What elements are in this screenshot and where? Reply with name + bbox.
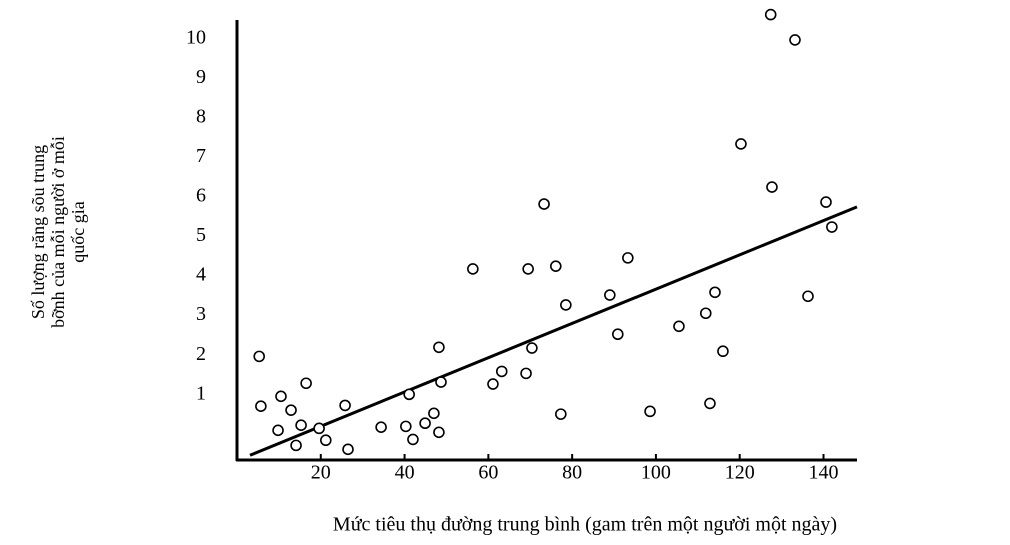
point [538,198,550,210]
y-tick-label: 3 [196,303,206,325]
point [295,419,307,431]
x-tick-label: 140 [808,462,838,484]
point [717,345,729,358]
point [789,34,801,46]
y-tick-label: 7 [196,145,206,167]
point [704,397,716,410]
point [467,263,479,275]
x-tick-label: 20 [311,462,331,484]
x-tick-label: 40 [395,462,415,484]
point [272,424,284,437]
y-tick-label: 8 [196,105,206,127]
point [549,260,562,272]
x-tick-label: 60 [478,462,498,484]
y-axis-label-line: bỡnh của mỗi người ở mỗi [48,136,68,328]
point [300,377,312,390]
point [735,138,747,150]
y-axis-label-line: Số lượng răng sõu trung [28,145,48,319]
point [826,221,838,233]
x-axis-label: Mức tiêu thụ đường trung bình (gam trên … [333,514,837,536]
point [313,422,325,435]
y-tick-label: 9 [196,66,206,88]
point [520,367,532,380]
point [522,263,534,275]
x-tick-label: 100 [641,462,671,484]
point [699,307,712,320]
point [435,376,447,388]
point [764,8,777,21]
point [526,342,538,354]
point [433,341,445,354]
point [766,181,778,193]
y-tick-label: 10 [186,26,206,48]
point [560,299,572,311]
y-axis-label: Số lượng răng sõu trung bỡnh của mỗi ngư… [28,136,88,328]
y-tick-label: 4 [196,264,206,286]
point [403,388,415,401]
point [419,417,431,430]
point [604,289,616,301]
x-tick-label: 80 [562,462,582,484]
point [495,365,508,378]
point [400,420,412,433]
point [709,286,721,299]
point [487,378,499,390]
point [375,421,387,433]
point [285,404,297,416]
point [428,407,440,420]
y-tick-label: 2 [196,343,206,365]
y-tick-label: 6 [196,185,206,207]
point [802,290,814,303]
y-tick-label: 5 [196,224,206,246]
point [342,443,354,456]
point [433,426,445,439]
point [622,252,634,264]
trend-line [249,205,858,457]
x-tick-label: 120 [725,462,755,484]
point [673,320,685,333]
y-tick-label: 1 [196,382,206,404]
point [320,434,332,447]
point [290,439,302,452]
point [253,350,266,363]
point [275,390,287,403]
point [339,399,351,412]
point [555,408,567,420]
point [407,433,419,446]
point [611,328,624,341]
point [255,400,267,413]
y-axis-label-line: quốc gia [68,201,88,262]
point [820,196,832,208]
point [644,405,656,418]
